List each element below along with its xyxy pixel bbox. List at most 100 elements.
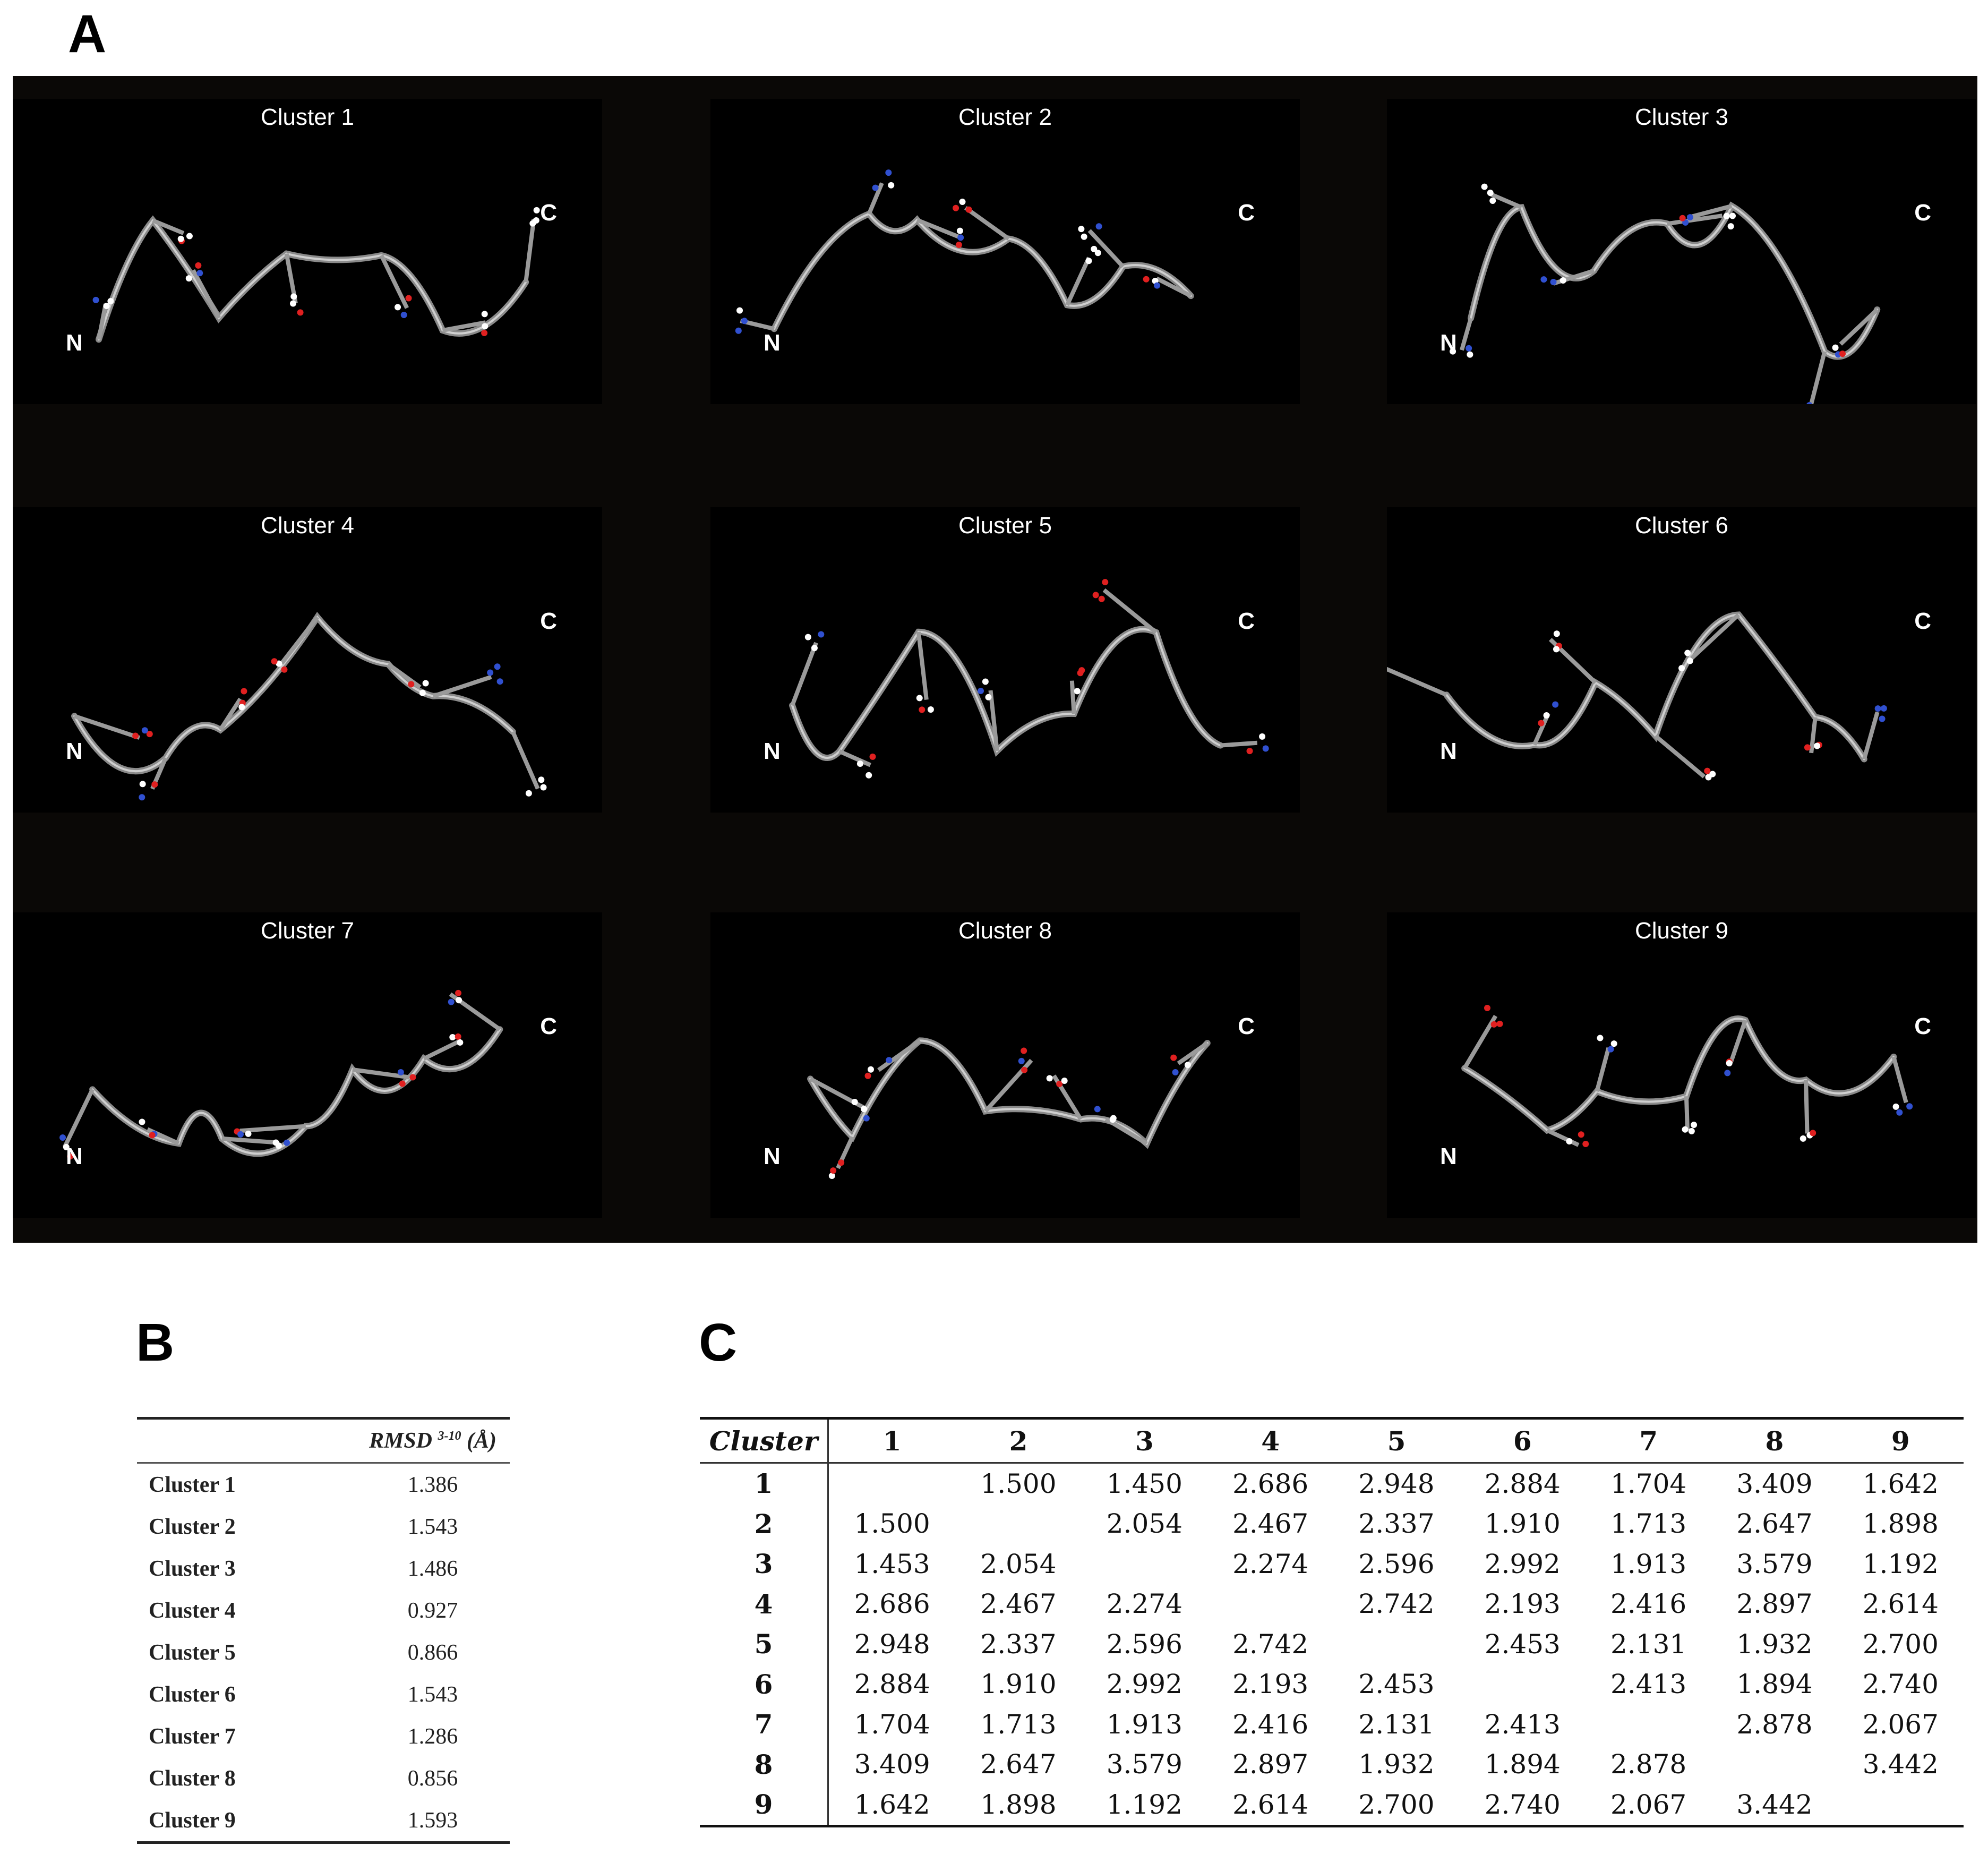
atom xyxy=(1704,767,1711,774)
atom xyxy=(957,234,964,241)
c-terminus-label: C xyxy=(1914,200,1931,226)
atom xyxy=(864,1072,871,1079)
atom xyxy=(186,233,193,240)
c-terminus-label: C xyxy=(540,608,557,634)
atom xyxy=(1094,250,1101,257)
matrix-column-header: 2 xyxy=(955,1417,1082,1464)
atom xyxy=(1559,277,1566,284)
atom xyxy=(872,184,879,191)
side-chain xyxy=(916,631,929,700)
side-chain xyxy=(423,1038,462,1061)
atom xyxy=(1061,1077,1068,1084)
matrix-cell: 1.932 xyxy=(1358,1749,1435,1780)
matrix-row: 2 1.500 2.054 2.467 2.337 1.910 1.713 2.647 1.89… xyxy=(700,1503,1964,1544)
rmsd-table-body: Cluster 1 1.386 Cluster 2 1.543 Cluster 3 1.4… xyxy=(137,1463,510,1844)
rmsd-row-label: Cluster 3 xyxy=(149,1556,236,1581)
matrix-row: 5 2.948 2.337 2.596 2.742 2.453 2.131 1.932 2.70… xyxy=(700,1624,1964,1664)
atom xyxy=(67,1153,74,1160)
atom xyxy=(1610,1040,1617,1047)
atom xyxy=(449,1033,456,1040)
side-chain xyxy=(152,218,185,235)
atom xyxy=(92,296,99,303)
side-chain xyxy=(511,731,540,790)
atom xyxy=(1709,771,1716,778)
atom xyxy=(149,1132,156,1139)
atom xyxy=(828,1173,835,1180)
atom xyxy=(1490,1021,1497,1028)
atom xyxy=(1726,1060,1733,1067)
atom xyxy=(482,323,489,330)
rmsd-row: Cluster 8 0.856 xyxy=(137,1757,510,1799)
cluster-panel-7: Cluster 7 N C xyxy=(13,912,602,1218)
n-terminus-label: N xyxy=(66,330,83,356)
matrix-cell: 3.409 xyxy=(854,1749,930,1780)
rmsd-header: RMSD 3-10 (Å) xyxy=(324,1417,510,1464)
atom xyxy=(1170,1054,1177,1061)
matrix-column-header: 3 xyxy=(1081,1417,1207,1464)
atom xyxy=(1724,1070,1731,1076)
atom xyxy=(1021,1047,1027,1054)
c-terminus-label: C xyxy=(1914,608,1931,634)
atom xyxy=(146,731,153,738)
cluster-title: Cluster 5 xyxy=(958,512,1052,539)
matrix-row: 6 2.884 1.910 2.992 2.193 2.453 2.413 1.894 2.74… xyxy=(700,1664,1964,1704)
matrix-cell: 2.416 xyxy=(1232,1708,1309,1740)
peptide-structure-3 xyxy=(1450,183,1881,404)
matrix-cell: 1.894 xyxy=(1736,1669,1813,1700)
peptide-structure-9 xyxy=(1461,1004,1913,1147)
atom xyxy=(132,732,139,739)
c-terminus-label: C xyxy=(1238,1013,1255,1039)
matrix-cell: 1.192 xyxy=(1081,1784,1207,1827)
matrix-cell xyxy=(955,1504,1081,1544)
matrix-cell: 2.131 xyxy=(1610,1628,1687,1660)
side-chain xyxy=(1102,588,1158,634)
matrix-row-header: 2 xyxy=(700,1503,829,1544)
rmsd-row-label: Cluster 5 xyxy=(149,1640,236,1665)
side-chain xyxy=(1595,1047,1611,1092)
cluster-panel-5: Cluster 5 N C xyxy=(710,507,1300,813)
rmsd-row-label: Cluster 8 xyxy=(149,1766,236,1791)
matrix-cell: 2.884 xyxy=(1484,1468,1561,1499)
atom xyxy=(297,309,304,316)
peptide-structure-1 xyxy=(92,207,540,343)
matrix-cell: 2.700 xyxy=(1333,1784,1460,1827)
atom xyxy=(1487,190,1494,196)
side-chain xyxy=(1686,204,1733,220)
cluster-panel-3: Cluster 3 N C xyxy=(1387,99,1976,404)
atom xyxy=(151,781,158,788)
cluster-title: Cluster 7 xyxy=(260,918,355,944)
side-chain xyxy=(964,206,1010,241)
side-chain xyxy=(1220,740,1257,748)
atom xyxy=(1496,1020,1503,1027)
matrix-cell: 1.704 xyxy=(1610,1468,1687,1499)
matrix-column-header: 5 xyxy=(1333,1417,1460,1464)
atom xyxy=(1262,745,1269,752)
side-chain xyxy=(1532,713,1550,746)
atom xyxy=(919,706,926,713)
atom xyxy=(538,776,545,783)
atom xyxy=(271,658,278,665)
matrix-cell: 1.453 xyxy=(854,1548,930,1579)
rmsd-row: Cluster 5 0.866 xyxy=(137,1631,510,1673)
side-chain xyxy=(442,320,486,332)
backbone-tube xyxy=(789,626,1224,761)
atom xyxy=(1109,1116,1116,1123)
matrix-column-header: 4 xyxy=(1207,1417,1334,1464)
peptide-structure-5 xyxy=(789,579,1269,779)
atom xyxy=(185,275,192,282)
matrix-cell: 1.704 xyxy=(854,1708,930,1740)
matrix-cell: 2.054 xyxy=(980,1548,1057,1579)
atom xyxy=(1046,1075,1053,1082)
atom xyxy=(1184,1062,1191,1069)
matrix-row: 8 3.409 2.647 3.579 2.897 1.932 1.894 2.878 3.44… xyxy=(700,1744,1964,1784)
atom xyxy=(1678,665,1685,672)
matrix-row-header: 1 xyxy=(700,1463,829,1504)
matrix-cell: 1.192 xyxy=(1862,1548,1939,1579)
n-terminus-label: N xyxy=(1440,330,1457,356)
atom xyxy=(1056,1081,1063,1088)
atom xyxy=(818,631,825,638)
atom xyxy=(141,727,148,734)
matrix-cell: 2.337 xyxy=(1358,1508,1435,1540)
n-terminus-label: N xyxy=(66,1143,83,1169)
atom xyxy=(1727,223,1734,230)
